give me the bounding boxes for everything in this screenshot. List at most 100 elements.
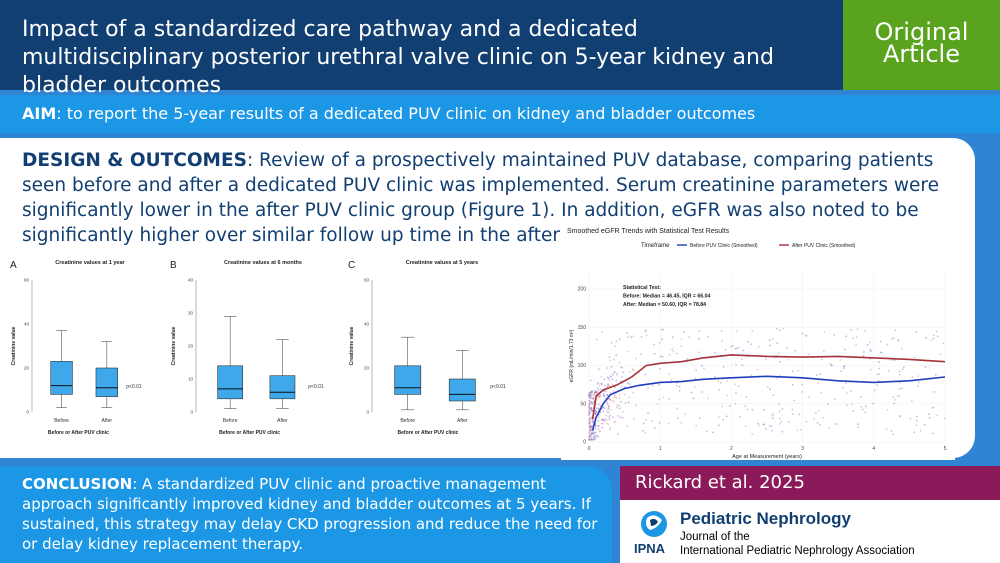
scatter-point xyxy=(608,356,611,358)
scatter-point xyxy=(744,425,747,428)
scatter-point xyxy=(590,433,593,435)
scatter-point xyxy=(590,431,593,434)
scatter-point xyxy=(911,376,914,378)
scatter-point xyxy=(886,343,889,346)
legend-title: Timeframe xyxy=(641,243,670,249)
scatter-point xyxy=(690,391,693,394)
citation-bar: Rickard et al. 2025 xyxy=(620,466,1000,500)
panel-letter: C xyxy=(348,260,355,271)
scatter-point xyxy=(597,428,600,431)
scatter-point xyxy=(589,421,591,423)
egfr-title: Smoothed eGFR Trends with Statistical Te… xyxy=(567,228,730,235)
scatter-point xyxy=(591,390,594,392)
scatter-point xyxy=(597,403,600,406)
scatter-point xyxy=(594,413,597,415)
scatter-point xyxy=(791,383,794,386)
scatter-point xyxy=(589,394,592,397)
scatter-point xyxy=(778,417,781,420)
scatter-point xyxy=(589,420,592,423)
scatter-point xyxy=(609,426,612,429)
scatter-point xyxy=(683,331,685,333)
scatter-point xyxy=(741,364,744,367)
scatter-point xyxy=(595,410,598,412)
scatter-point xyxy=(613,396,616,399)
scatter-point xyxy=(613,400,615,403)
scatter-point xyxy=(781,408,784,411)
scatter-point xyxy=(588,406,590,408)
scatter-point xyxy=(645,419,647,421)
scatter-point xyxy=(829,363,832,365)
scatter-point xyxy=(778,361,781,363)
p-value-annotation: p<0.01 xyxy=(490,384,506,390)
scatter-point xyxy=(787,421,790,423)
scatter-point xyxy=(588,406,591,409)
scatter-point xyxy=(596,383,599,385)
scatter-point xyxy=(721,340,724,342)
scatter-point xyxy=(684,413,686,416)
boxplot-b-svg: B Creatinine values at 6 months 0 10 20 30 40 C… xyxy=(170,260,324,436)
scatter-point xyxy=(589,426,592,429)
box-before xyxy=(394,365,422,395)
scatter-point xyxy=(645,329,647,332)
scatter-point xyxy=(758,345,760,348)
p-value-annotation: p<0.01 xyxy=(308,384,324,390)
scatter-point xyxy=(870,350,872,353)
scatter-point xyxy=(772,394,775,396)
scatter-point xyxy=(898,370,901,373)
scatter-point xyxy=(925,336,927,339)
boxplot-title: Creatinine values at 5 years xyxy=(406,260,478,266)
x-tick-label: 2 xyxy=(730,446,733,452)
scatter-point xyxy=(626,332,628,334)
y-tick-label: 200 xyxy=(578,287,587,293)
y-tick-label: 150 xyxy=(578,325,587,331)
scatter-point xyxy=(591,421,594,423)
scatter-point xyxy=(731,345,734,348)
badge-line-2: Article xyxy=(883,40,960,68)
scatter-point xyxy=(613,421,615,424)
scatter-point xyxy=(606,401,609,404)
scatter-point xyxy=(590,407,593,410)
design-label: DESIGN & OUTCOMES xyxy=(22,150,247,171)
scatter-point xyxy=(616,372,619,375)
scatter-point xyxy=(588,419,591,421)
scatter-point xyxy=(598,395,601,398)
x-tick-label: Before xyxy=(54,418,69,424)
scatter-point xyxy=(735,347,738,350)
scatter-point xyxy=(588,408,590,411)
scatter-point xyxy=(701,391,703,393)
scatter-point xyxy=(614,394,616,397)
y-tick-label: 100 xyxy=(578,363,587,369)
scatter-point xyxy=(591,402,594,405)
boxplot-title: Creatinine values at 6 months xyxy=(224,260,302,266)
journal-subtitle-1: Journal of the xyxy=(680,531,750,543)
scatter-point xyxy=(592,396,595,399)
scatter-point xyxy=(658,398,661,401)
scatter-point xyxy=(594,428,597,430)
scatter-point xyxy=(779,329,781,332)
scatter-point xyxy=(936,414,939,417)
scatter-point xyxy=(592,420,594,423)
scatter-point xyxy=(614,420,617,423)
scatter-point xyxy=(609,399,612,402)
scatter-point xyxy=(805,420,808,423)
scatter-point xyxy=(876,384,878,386)
scatter-point xyxy=(615,340,618,343)
scatter-point xyxy=(590,391,592,394)
scatter-point xyxy=(588,399,591,402)
scatter-point xyxy=(747,340,750,343)
scatter-point xyxy=(688,336,691,338)
scatter-point xyxy=(931,406,934,409)
scatter-point xyxy=(734,383,736,385)
scatter-point xyxy=(698,417,701,420)
scatter-point xyxy=(620,400,622,403)
scatter-point xyxy=(775,328,778,330)
scatter-point xyxy=(618,407,621,410)
scatter-point xyxy=(588,394,591,397)
scatter-point xyxy=(777,352,780,355)
scatter-point xyxy=(593,438,596,441)
scatter-point xyxy=(595,411,598,414)
scatter-point xyxy=(698,330,701,332)
scatter-point xyxy=(594,413,597,415)
scatter-point xyxy=(594,431,596,434)
scatter-point xyxy=(932,406,935,409)
